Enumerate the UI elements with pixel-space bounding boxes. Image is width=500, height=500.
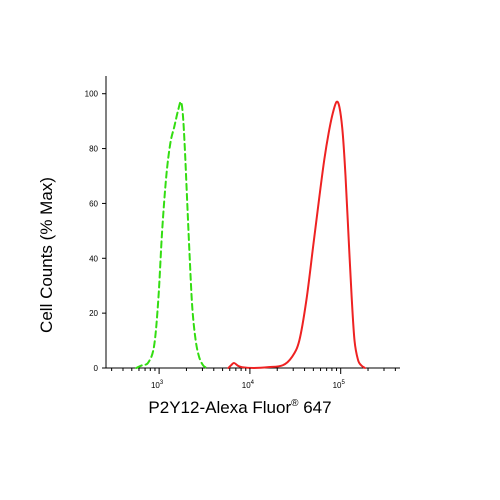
y-tick-label: 20 [89,309,98,318]
x-axis-title-registered: ® [291,398,299,409]
y-tick-label: 40 [89,254,98,263]
x-axis-title: P2Y12-Alexa Fluor® 647 [148,398,331,417]
x-tick-label: 103 [151,380,164,390]
series-layer [135,100,366,369]
x-axis-title-main: P2Y12-Alexa Fluor [148,398,291,417]
ticks: 0 20 40 60 80 100 103 104 105 [85,90,396,390]
x-axis-title-suffix: 647 [298,398,331,417]
y-tick-label: 0 [94,364,99,373]
histogram-series-dashed-green [135,100,208,369]
y-axis-title: Cell Counts (% Max) [37,177,56,333]
y-tick-label: 80 [89,145,98,154]
x-tick-label: 104 [242,380,255,390]
x-tick-label: 105 [333,380,346,390]
y-tick-label: 100 [85,90,99,99]
y-tick-label: 60 [89,199,98,208]
axes [105,76,400,369]
histogram-series-solid-red [227,100,366,369]
